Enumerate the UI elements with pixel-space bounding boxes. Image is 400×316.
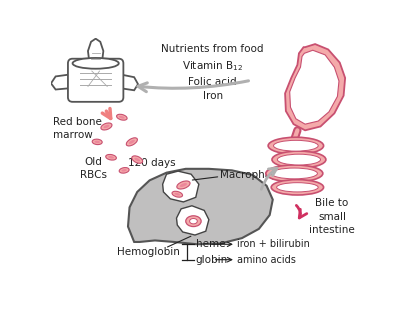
Ellipse shape <box>177 181 190 189</box>
Text: 120 days: 120 days <box>128 158 176 168</box>
Text: Old
RBCs: Old RBCs <box>80 157 107 180</box>
Ellipse shape <box>116 114 127 120</box>
Ellipse shape <box>119 116 125 118</box>
Ellipse shape <box>277 154 320 165</box>
Polygon shape <box>290 50 339 124</box>
Ellipse shape <box>272 151 326 168</box>
Ellipse shape <box>129 140 135 144</box>
Ellipse shape <box>277 183 318 192</box>
Text: Macrophage: Macrophage <box>220 170 284 180</box>
Ellipse shape <box>266 165 323 182</box>
Ellipse shape <box>174 193 180 196</box>
Text: iron + bilirubin: iron + bilirubin <box>237 239 310 249</box>
Ellipse shape <box>119 167 129 173</box>
Ellipse shape <box>108 156 114 159</box>
Text: Nutrients from food
Vitamin B$_{12}$
Folic acid
Iron: Nutrients from food Vitamin B$_{12}$ Fol… <box>162 44 264 101</box>
Ellipse shape <box>92 139 102 145</box>
Ellipse shape <box>186 216 201 227</box>
Ellipse shape <box>134 158 140 161</box>
Ellipse shape <box>72 58 119 69</box>
Ellipse shape <box>106 155 116 160</box>
Ellipse shape <box>101 123 112 130</box>
Ellipse shape <box>94 141 100 143</box>
Polygon shape <box>163 171 199 202</box>
Ellipse shape <box>126 138 138 146</box>
Text: Red bone
marrow: Red bone marrow <box>52 117 102 140</box>
Ellipse shape <box>190 218 197 224</box>
Text: amino acids: amino acids <box>237 255 296 265</box>
Ellipse shape <box>172 191 182 197</box>
Ellipse shape <box>132 156 143 163</box>
Ellipse shape <box>268 137 324 154</box>
Text: heme: heme <box>196 239 225 249</box>
Ellipse shape <box>271 168 318 179</box>
Ellipse shape <box>274 140 318 151</box>
Polygon shape <box>119 74 138 90</box>
Text: globin: globin <box>196 255 228 265</box>
Ellipse shape <box>180 183 187 187</box>
Polygon shape <box>285 44 345 130</box>
Polygon shape <box>51 74 72 89</box>
Text: Bile to
small
intestine: Bile to small intestine <box>309 198 355 235</box>
FancyBboxPatch shape <box>68 59 123 102</box>
Polygon shape <box>176 206 209 235</box>
Polygon shape <box>88 39 103 63</box>
Polygon shape <box>128 169 273 244</box>
Ellipse shape <box>122 169 127 172</box>
Ellipse shape <box>271 179 324 195</box>
Ellipse shape <box>104 125 110 128</box>
Text: Hemoglobin: Hemoglobin <box>118 247 180 257</box>
